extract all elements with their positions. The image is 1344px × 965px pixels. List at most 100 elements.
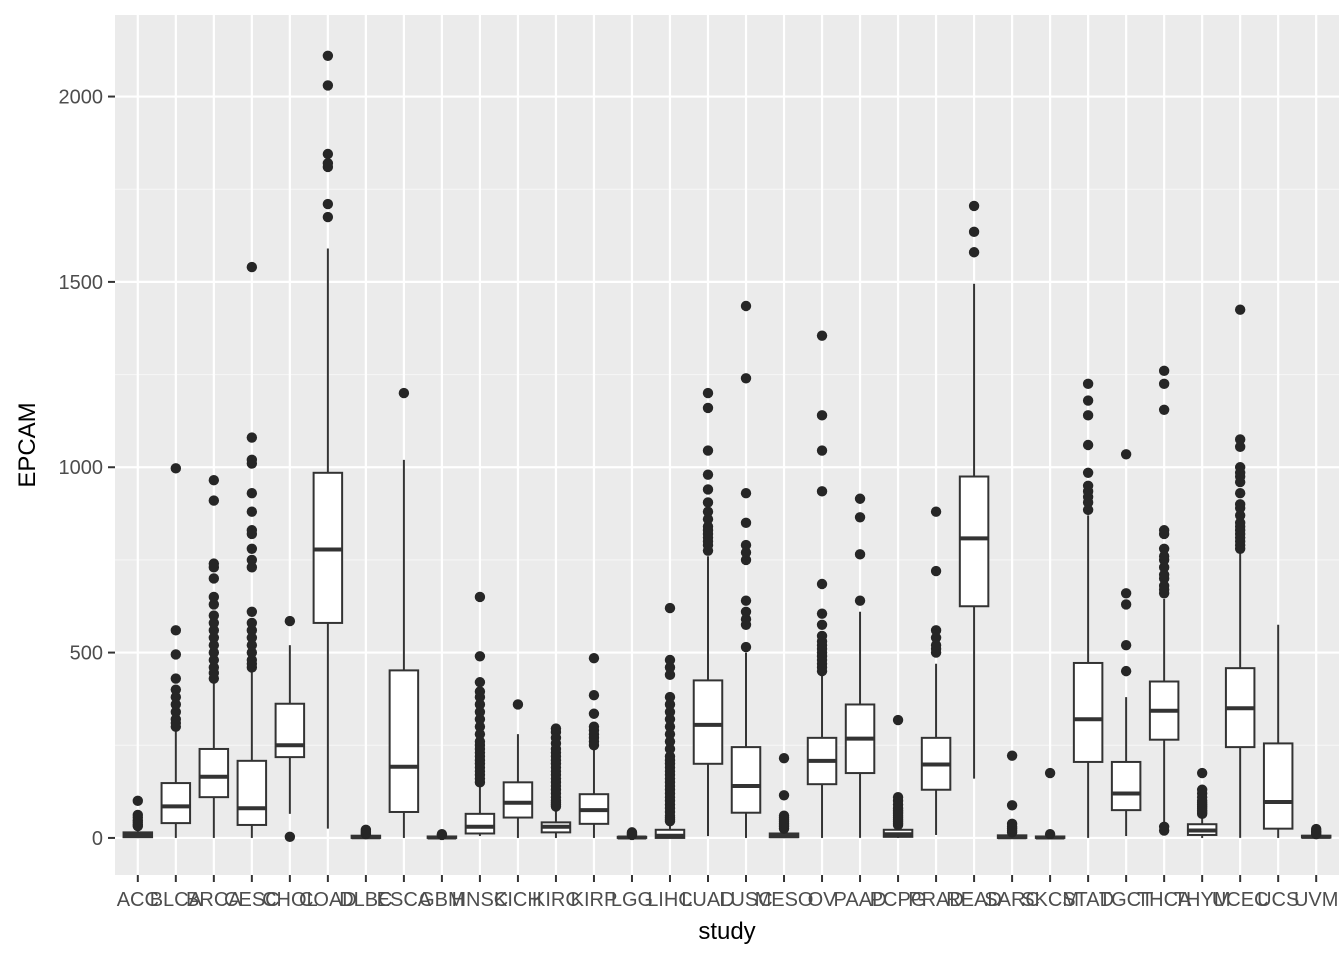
outlier-point — [740, 539, 752, 551]
x-tick-label: PAAD — [834, 889, 887, 911]
box-luad — [692, 387, 724, 837]
outlier-point — [588, 708, 600, 719]
outlier-point — [1234, 434, 1246, 445]
x-axis: ACCBLCABRCACESCCHOLCOADDLBCESCAGBMHNSCKI… — [117, 875, 1338, 911]
box-skcm — [1034, 767, 1066, 840]
box-blca — [160, 463, 192, 838]
outlier-point — [664, 714, 676, 725]
outlier-point — [930, 625, 942, 636]
outlier-point — [854, 595, 866, 606]
box-body — [502, 781, 534, 819]
outlier-point — [246, 454, 258, 466]
box-acc — [122, 795, 154, 839]
box-body — [1072, 661, 1104, 763]
outlier-point — [588, 690, 600, 701]
outlier-point — [1158, 580, 1170, 592]
outlier-point — [816, 630, 828, 642]
box-gbm — [426, 829, 458, 841]
outlier-point — [474, 728, 486, 740]
outlier-point — [474, 706, 486, 718]
y-tick-label: 0 — [92, 828, 103, 850]
outlier-point — [816, 330, 828, 341]
outlier-point — [664, 602, 676, 614]
outlier-point — [1158, 378, 1170, 390]
outlier-point — [1120, 599, 1132, 610]
outlier-point — [170, 684, 182, 695]
x-tick-label: GBM — [419, 889, 465, 911]
outlier-point — [474, 721, 486, 732]
outlier-point — [930, 632, 942, 643]
box-thca — [1148, 365, 1180, 836]
x-tick-label: UCEC — [1212, 889, 1269, 911]
outlier-point — [740, 595, 752, 606]
outlier-point — [1158, 569, 1170, 580]
box-kirc — [540, 723, 572, 838]
outlier-point — [246, 506, 258, 517]
outlier-point — [246, 647, 258, 658]
y-tick-label: 2000 — [59, 87, 104, 109]
box-body — [1262, 742, 1294, 830]
box-prad — [920, 506, 952, 835]
outlier-point — [208, 475, 220, 486]
box-body — [730, 746, 762, 814]
outlier-point — [664, 669, 676, 681]
outlier-point — [664, 699, 676, 710]
outlier-point — [664, 691, 676, 703]
outlier-point — [740, 487, 752, 499]
outlier-point — [930, 639, 942, 651]
box-cesc — [236, 261, 268, 838]
outlier-point — [322, 148, 334, 160]
x-tick-label: MESO — [755, 889, 814, 911]
outlier-point — [246, 432, 258, 443]
x-tick-label: PRAD — [908, 889, 964, 911]
outlier-point — [1158, 821, 1170, 833]
x-tick-label: ACC — [117, 889, 159, 911]
x-tick-label: STAD — [1062, 889, 1114, 911]
outlier-point — [322, 158, 334, 169]
box-body — [1110, 760, 1142, 812]
box-meso — [768, 753, 800, 839]
x-tick-label: UVM — [1294, 889, 1338, 911]
outlier-point — [664, 662, 676, 673]
outlier-point — [1234, 517, 1246, 529]
x-tick-label: BRCA — [186, 889, 242, 911]
x-tick-label: CESC — [224, 889, 280, 911]
outlier-point — [170, 625, 182, 636]
outlier-point — [322, 211, 334, 223]
y-tick-label: 500 — [70, 643, 103, 665]
outlier-point — [702, 506, 714, 517]
x-tick-label: CHOL — [262, 889, 318, 911]
box-chol — [274, 615, 306, 843]
outlier-point — [170, 673, 182, 684]
y-axis: 0 500 1000 1500 2000 — [59, 87, 115, 850]
outlier-point — [740, 606, 752, 618]
outlier-point — [968, 226, 980, 238]
outlier-point — [246, 562, 258, 573]
outlier-point — [1082, 467, 1094, 479]
outlier-point — [1120, 639, 1132, 651]
outlier-point — [1158, 404, 1170, 415]
outlier-point — [322, 198, 334, 210]
x-tick-label: THYM — [1174, 889, 1231, 911]
outlier-point — [702, 402, 714, 414]
x-tick-label: UCS — [1257, 889, 1299, 911]
outlier-point — [930, 506, 942, 517]
outlier-point — [816, 445, 828, 456]
box-coad — [312, 50, 344, 829]
outlier-point — [778, 790, 790, 801]
box-esca — [388, 387, 420, 838]
outlier-point — [512, 699, 524, 710]
x-tick-label: HNSC — [452, 889, 509, 911]
outlier-point — [208, 573, 220, 584]
box-body — [198, 747, 230, 799]
outlier-point — [246, 261, 258, 273]
box-series — [122, 50, 1332, 843]
outlier-point — [246, 625, 258, 636]
x-tick-label: BLCA — [150, 889, 203, 911]
box-sarc — [996, 750, 1028, 840]
outlier-point — [1082, 410, 1094, 421]
outlier-point — [1006, 800, 1018, 811]
outlier-point — [1196, 784, 1208, 795]
outlier-point — [208, 617, 220, 629]
outlier-point — [664, 728, 676, 740]
